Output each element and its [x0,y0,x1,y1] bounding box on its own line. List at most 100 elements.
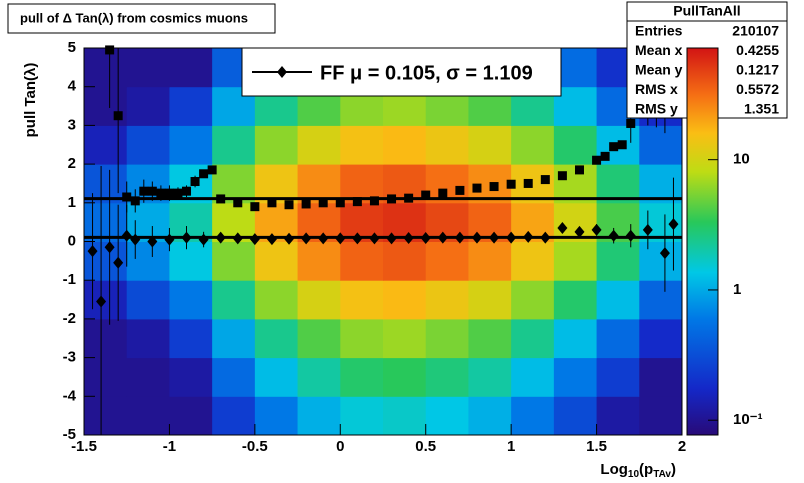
heatmap-cell [84,357,128,397]
rms-marker [472,183,482,193]
heatmap-cell [383,396,427,436]
y-tick-label: 0 [68,232,76,249]
mean-marker [96,295,107,308]
rms-marker [122,192,132,202]
rms-marker [190,177,200,187]
x-axis-label: Log10(pTAv) [600,461,676,480]
x-label-part: ) [671,461,676,478]
y-tick-label: -5 [63,426,76,443]
heatmap-cell [84,164,128,204]
rms-marker [626,118,636,128]
heatmap-cell [425,280,469,320]
mean-marker [386,232,397,245]
mean-marker [625,229,636,242]
heatmap-cell [639,125,683,165]
heatmap-cell [340,318,384,359]
heatmap-cell [254,318,299,359]
heatmap-cell [596,164,640,204]
rms-marker [164,188,174,198]
heatmap-cell [84,125,128,165]
mean-marker [506,231,517,244]
mean-marker [335,232,346,245]
stats-title: PullTanAll [673,3,740,19]
x-tick-label: -1.5 [71,438,97,455]
rms-marker [421,190,431,200]
heatmap-cell [297,125,341,165]
title-box [7,3,276,34]
rms-marker [438,188,448,198]
mean-marker [249,233,260,246]
heatmap-cell [212,241,256,281]
heatmap-cell [468,241,512,281]
mean-marker [523,230,534,243]
mean-marker [540,231,551,244]
mean-marker [420,232,431,245]
x-tick-label: -1 [163,438,176,455]
stats-label: Entries [635,23,683,39]
heatmap-cell [596,241,640,281]
rms-marker [523,178,533,188]
heatmap-cell [84,280,128,320]
mean-marker [668,218,679,231]
heatmap-cell [254,280,299,320]
mean-marker [369,232,380,245]
heatmap-cell [169,280,213,320]
heatmap-cell [639,396,683,436]
mean-marker [318,232,329,245]
rms-marker [506,179,516,189]
mean-marker [642,223,653,236]
heatmap-cell [553,280,598,320]
z-tick-label: 10 [733,151,750,168]
mean-marker [232,232,243,245]
z-tick-label: 10⁻¹ [733,411,763,428]
mean-marker [198,233,209,246]
heatmap-cell [84,318,128,359]
heatmap-cell [126,318,170,359]
rms-marker [105,45,115,55]
heatmap-cell [84,48,128,88]
rms-marker [617,140,627,150]
heatmap-cell [511,241,555,281]
heatmap-cell [639,357,683,397]
x-tick-label: 0 [336,438,344,455]
heatmap-cell [425,357,469,397]
rms-marker [352,197,362,207]
heatmap-cell [297,164,341,204]
heatmap-cell [553,357,598,397]
rms-marker [404,193,414,203]
heatmap-cell [169,241,213,281]
z-tick-label: 1 [733,281,741,298]
mean-marker [437,231,448,244]
mean-marker [489,231,500,244]
mean-marker [574,225,585,238]
rms-marker [139,186,149,196]
x-tick-label: 2 [678,438,686,455]
heatmap-cell [297,318,341,359]
heatmap-cell [126,357,170,397]
mean-marker [352,232,363,245]
heatmap-cell [169,202,213,242]
heatmap-cell [126,125,170,165]
heatmap-cell [383,241,427,281]
heatmap-cell [468,125,512,165]
mean-marker [147,235,158,248]
heatmap-cell [553,202,598,242]
heatmap-cell [468,357,512,397]
stats-box: PullTanAll Entries 210107 Mean x 0.4255 Mean … [626,1,788,119]
rms-marker [207,165,217,175]
heatmap-cell [169,357,213,397]
heatmap-cell [297,357,341,397]
mean-marker [403,232,414,245]
rms-marker [267,198,277,208]
heatmap-cell [126,86,170,126]
heatmap-cell [425,164,469,204]
rms-marker [182,186,192,196]
heatmap-cell [340,396,384,436]
rms-marker [369,196,379,206]
rms-marker [540,175,550,185]
mean-marker [659,247,670,260]
rms-marker [199,169,209,179]
y-tick-label: 2 [68,155,76,172]
heatmap-cell [169,125,213,165]
